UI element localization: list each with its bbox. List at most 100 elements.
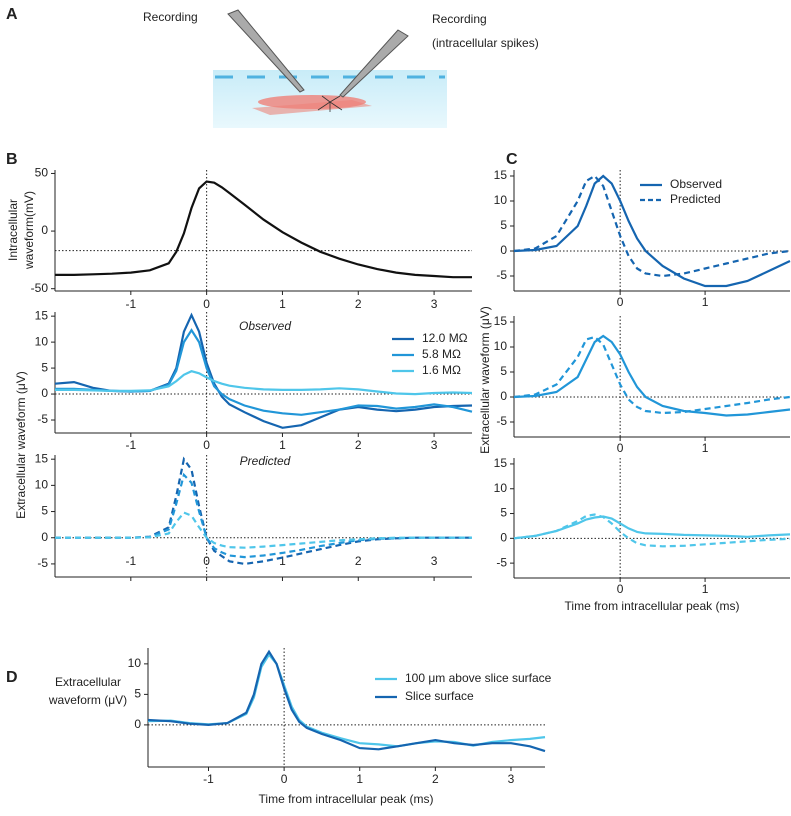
chart: 15 10 5 0 -5 -1 0 1 2 3 12.0 MΩ 5.8 MΩ 1.6 MΩ Observe… [14,308,473,519]
data-line [55,511,472,549]
annotation: Predicted [240,454,291,468]
y-tick-label: 15 [494,314,508,328]
y-tick-label: 50 [35,166,49,180]
legend-label: Observed [670,177,722,191]
y-axis-label: waveform (μV) [48,693,127,707]
x-tick-label: -1 [203,772,214,786]
legend-label: 5.8 MΩ [422,347,461,361]
x-tick-label: 1 [356,772,363,786]
y-axis-label: waveform(mV) [22,191,36,270]
data-line [513,513,791,548]
pipette-left [227,9,305,93]
y-axis-label: Extracellular [55,675,121,689]
y-tick-label: 5 [500,506,507,520]
x-tick-label: 0 [617,441,624,455]
y-tick-label: 10 [35,478,49,492]
x-tick-label: 0 [281,772,288,786]
x-tick-label: 2 [432,772,439,786]
y-tick-label: 15 [494,456,508,470]
data-line [55,472,472,559]
x-axis-label: Time from intracellular peak (ms) [565,599,740,613]
data-line [55,456,472,566]
x-tick-label: 0 [617,295,624,309]
x-tick-label: 1 [279,554,286,568]
x-tick-label: 3 [431,297,438,311]
panel-letter: D [6,669,18,686]
x-tick-label: 2 [355,554,362,568]
x-tick-label: -1 [125,438,136,452]
x-tick-label: 3 [508,772,515,786]
y-tick-label: -5 [37,412,48,426]
data-line [513,334,791,417]
legend-label: 12.0 MΩ [422,331,468,345]
data-line [147,649,546,753]
data-line [513,174,791,288]
legend-label: Predicted [670,192,721,206]
x-tick-label: 1 [702,295,709,309]
y-tick-label: 0 [134,717,141,731]
x-tick-label: 1 [279,438,286,452]
y-tick-label: 0 [500,243,507,257]
y-tick-label: 10 [35,334,49,348]
y-tick-label: 15 [35,451,49,465]
y-tick-label: 0 [41,223,48,237]
chart: 15 10 5 0 -5 0 1 Extracellular waveform (μV) [478,306,791,455]
legend-label: 100 μm above slice surface [405,671,552,685]
y-tick-label: 0 [500,531,507,545]
y-axis-label: Extracellular waveform (μV) [14,371,28,519]
y-tick-label: 10 [128,656,142,670]
data-line [55,180,472,279]
y-tick-label: 5 [134,687,141,701]
data-line [513,174,791,278]
y-tick-label: 10 [494,339,508,353]
x-tick-label: 2 [355,297,362,311]
y-tick-label: 15 [35,308,49,322]
x-tick-label: 1 [702,582,709,596]
neuron [317,95,343,112]
chart: 50 0 -50 -1 0 1 2 3 Intracellular waveform(mV) [6,166,472,311]
x-axis-label: Time from intracellular peak (ms) [259,792,434,806]
data-line [513,515,791,540]
y-tick-label: 10 [494,193,508,207]
y-tick-label: -5 [496,268,507,282]
y-tick-label: 0 [41,530,48,544]
y-tick-label: 5 [41,360,48,374]
data-line [513,335,791,415]
y-tick-label: 0 [41,386,48,400]
illustration-label: (intracellular spikes) [432,36,539,50]
x-tick-label: 0 [203,297,210,311]
slice [258,95,366,109]
y-tick-label: -5 [37,556,48,570]
y-axis-label: Extracellular waveform (μV) [478,306,492,454]
x-tick-label: 1 [702,441,709,455]
panel-letter: C [506,151,518,168]
x-tick-label: -1 [125,554,136,568]
y-tick-label: 5 [41,504,48,518]
legend-label: 1.6 MΩ [422,363,461,377]
data-line [147,652,546,748]
x-tick-label: 0 [617,582,624,596]
y-tick-label: 5 [500,364,507,378]
x-tick-label: 2 [355,438,362,452]
y-tick-label: -5 [496,414,507,428]
x-tick-label: 3 [431,554,438,568]
y-tick-label: 15 [494,168,508,182]
y-tick-label: 10 [494,481,508,495]
y-tick-label: 5 [500,218,507,232]
illustration-label: Recording [143,10,198,24]
data-line [55,370,473,396]
chart: 15 10 5 0 -5 0 1 Time from intracellular peak (… [494,456,791,613]
annotation: Observed [239,319,291,333]
y-tick-label: 0 [500,389,507,403]
chart: 10 5 0 -1 0 1 2 3 100 μm above slice surface Slic… [48,648,552,806]
y-axis-label: Intracellular [6,199,20,261]
x-tick-label: -1 [125,297,136,311]
x-tick-label: 0 [203,438,210,452]
x-tick-label: 3 [431,438,438,452]
x-tick-label: 1 [279,297,286,311]
y-tick-label: -50 [31,281,49,295]
pipette-right [339,29,409,98]
